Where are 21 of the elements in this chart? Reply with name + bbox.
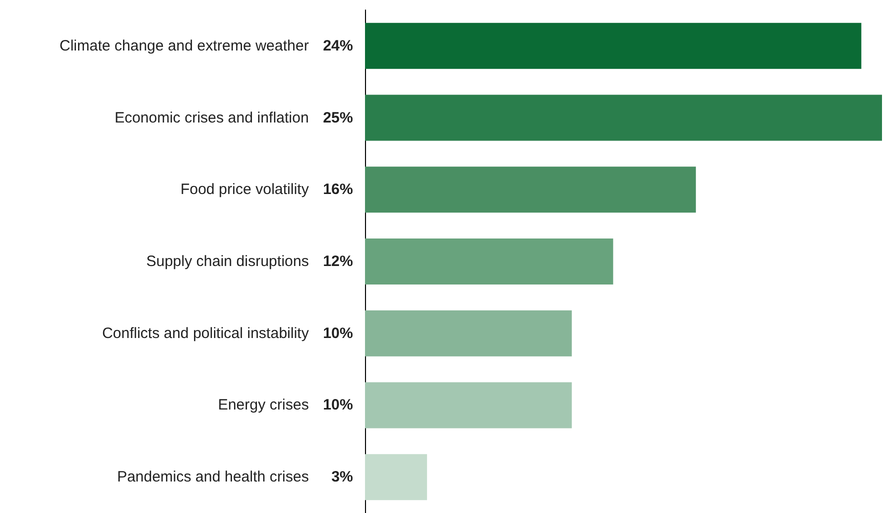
bar <box>365 22 862 69</box>
bar <box>365 310 572 356</box>
y-tick-label: Food price volatility <box>180 181 313 198</box>
y-tick-label: Conflicts and political instability <box>102 324 313 342</box>
y-tick-label: Economic crises and inflation <box>114 109 313 126</box>
data-label: 24% <box>322 37 353 54</box>
bar <box>365 166 696 213</box>
bar <box>365 382 572 428</box>
y-tick-label: Pandemics and health crises <box>117 468 313 486</box>
y-tick-label: Energy crises <box>218 396 313 414</box>
bar <box>365 94 882 141</box>
y-tick-label: Climate change and extreme weather <box>60 37 313 54</box>
data-label: 10% <box>322 396 353 414</box>
y-tick-label: Supply chain disruptions <box>146 253 313 270</box>
data-label: 12% <box>322 253 353 270</box>
data-label: 3% <box>331 468 353 486</box>
data-label: 16% <box>322 181 353 198</box>
bar <box>365 238 614 284</box>
bar <box>365 454 428 500</box>
data-label: 10% <box>322 324 353 342</box>
data-label: 25% <box>322 109 353 126</box>
